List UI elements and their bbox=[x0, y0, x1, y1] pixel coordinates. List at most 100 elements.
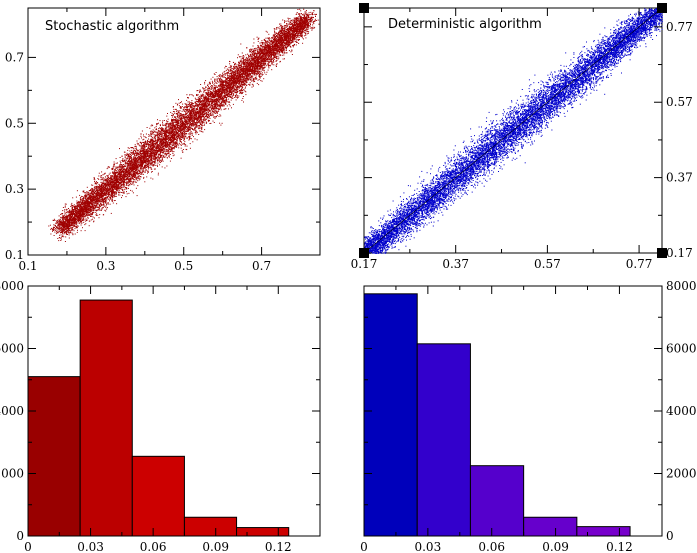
scatter-stochastic-point bbox=[127, 150, 128, 151]
scatter-stochastic-point bbox=[96, 181, 97, 182]
scatter-stochastic-point bbox=[157, 166, 158, 167]
scatter-stochastic-point bbox=[178, 147, 179, 148]
scatter-stochastic-point bbox=[140, 149, 141, 150]
scatter-stochastic-point bbox=[262, 72, 263, 73]
scatter-stochastic-point bbox=[62, 233, 63, 234]
scatter-stochastic-point bbox=[170, 112, 171, 113]
scatter-stochastic-point bbox=[289, 23, 290, 24]
scatter-stochastic-point bbox=[60, 238, 61, 239]
scatter-stochastic-point bbox=[299, 9, 300, 10]
scatter-stochastic-point bbox=[168, 119, 169, 120]
scatter-stochastic-point bbox=[235, 63, 236, 64]
scatter-stochastic-point bbox=[271, 69, 272, 70]
scatter-stochastic-point bbox=[148, 168, 149, 169]
scatter-stochastic-point bbox=[99, 207, 100, 208]
scatter-stochastic-point bbox=[307, 33, 308, 34]
scatter-stochastic-point bbox=[168, 152, 169, 153]
scatter-stochastic-point bbox=[85, 213, 86, 214]
scatter-stochastic-point bbox=[213, 121, 214, 122]
scatter-stochastic-point bbox=[294, 18, 295, 19]
scatter-stochastic-point bbox=[172, 153, 173, 154]
scatter-stochastic-point bbox=[306, 31, 307, 32]
scatter-stochastic-point bbox=[253, 81, 254, 82]
scatter-stochastic-point bbox=[221, 109, 222, 110]
scatter-stochastic-point bbox=[178, 99, 179, 100]
scatter-stochastic-point bbox=[65, 236, 66, 237]
scatter-stochastic-point bbox=[54, 232, 55, 233]
scatter-stochastic-point bbox=[60, 240, 61, 241]
scatter-stochastic-point bbox=[130, 190, 131, 191]
stochastic-scatter-points bbox=[48, 9, 319, 242]
scatter-stochastic-point bbox=[266, 31, 267, 32]
scatter-stochastic-point bbox=[120, 192, 121, 193]
scatter-stochastic-point bbox=[100, 206, 101, 207]
scatter-stochastic-point bbox=[188, 115, 189, 116]
scatter-stochastic-point bbox=[106, 195, 107, 196]
scatter-stochastic-point bbox=[105, 207, 106, 208]
scatter-stochastic-point bbox=[102, 174, 103, 175]
scatter-stochastic-point bbox=[170, 154, 171, 155]
scatter-stochastic-point bbox=[283, 59, 284, 60]
figure: 0.1 0.3 0.5 0.70.10.30.50.7 Stochastic algo… bbox=[0, 0, 697, 553]
scatter-stochastic-point bbox=[257, 83, 258, 84]
scatter-stochastic-point bbox=[109, 174, 110, 175]
scatter-stochastic-point bbox=[99, 208, 100, 209]
scatter-stochastic-point bbox=[108, 179, 109, 180]
scatter-stochastic-point bbox=[201, 97, 202, 98]
scatter-stochastic-point bbox=[181, 158, 182, 159]
scatter-stochastic-point bbox=[249, 85, 250, 86]
scatter-stochastic-point bbox=[236, 69, 237, 70]
scatter-stochastic-point bbox=[162, 157, 163, 158]
scatter-stochastic-point bbox=[123, 161, 124, 162]
scatter-stochastic-point bbox=[124, 189, 125, 190]
scatter-stochastic-point bbox=[252, 87, 253, 88]
scatter-stochastic-point bbox=[213, 104, 214, 105]
scatter-stochastic-point bbox=[184, 139, 185, 140]
scatter-stochastic-point bbox=[149, 141, 150, 142]
scatter-stochastic-point bbox=[205, 95, 206, 96]
scatter-stochastic-point bbox=[68, 208, 69, 209]
scatter-stochastic-point bbox=[240, 44, 241, 45]
scatter-stochastic-point bbox=[229, 67, 230, 68]
scatter-stochastic-point bbox=[313, 22, 314, 23]
scatter-stochastic-point bbox=[129, 148, 130, 149]
scatter-stochastic-point bbox=[219, 114, 220, 115]
scatter-stochastic-point bbox=[227, 105, 228, 106]
scatter-stochastic-point bbox=[197, 139, 198, 140]
scatter-stochastic-point bbox=[107, 194, 108, 195]
scatter-stochastic-point bbox=[152, 137, 153, 138]
scatter-stochastic-point bbox=[260, 80, 261, 81]
scatter-stochastic-point bbox=[163, 155, 164, 156]
scatter-stochastic-point bbox=[187, 112, 188, 113]
scatter-stochastic-point bbox=[128, 147, 129, 148]
scatter-stochastic-point bbox=[96, 213, 97, 214]
scatter-stochastic-point bbox=[164, 120, 165, 121]
scatter-stochastic-point bbox=[120, 162, 121, 163]
scatter-stochastic-point bbox=[245, 88, 246, 89]
scatter-stochastic-point bbox=[174, 111, 175, 112]
scatter-stochastic-point bbox=[180, 144, 181, 145]
scatter-stochastic-point bbox=[58, 220, 59, 221]
scatter-stochastic-point bbox=[254, 81, 255, 82]
scatter-stochastic-point bbox=[266, 72, 267, 73]
scatter-stochastic-point bbox=[220, 74, 221, 75]
scatter-stochastic-point bbox=[242, 53, 243, 54]
scatter-stochastic-point bbox=[214, 85, 215, 86]
scatter-stochastic-point bbox=[210, 123, 211, 124]
scatter-stochastic-point bbox=[120, 157, 121, 158]
scatter-stochastic-point bbox=[219, 102, 220, 103]
scatter-stochastic-point bbox=[181, 141, 182, 142]
scatter-stochastic-point bbox=[308, 29, 309, 30]
stochastic-scatter-panel: 0.1 0.3 0.5 0.70.10.30.50.7 Stochastic algo… bbox=[5, 8, 320, 273]
scatter-stochastic-point bbox=[143, 134, 144, 135]
scatter-stochastic-point bbox=[139, 179, 140, 180]
scatter-stochastic-point bbox=[156, 124, 157, 125]
scatter-stochastic-point bbox=[115, 200, 116, 201]
scatter-stochastic-point bbox=[222, 123, 223, 124]
scatter-stochastic-point bbox=[214, 110, 215, 111]
scatter-stochastic-point bbox=[226, 70, 227, 71]
scatter-stochastic-point bbox=[81, 230, 82, 231]
scatter-stochastic-point bbox=[143, 178, 144, 179]
scatter-stochastic-point bbox=[261, 76, 262, 77]
scatter-stochastic-point bbox=[302, 37, 303, 38]
